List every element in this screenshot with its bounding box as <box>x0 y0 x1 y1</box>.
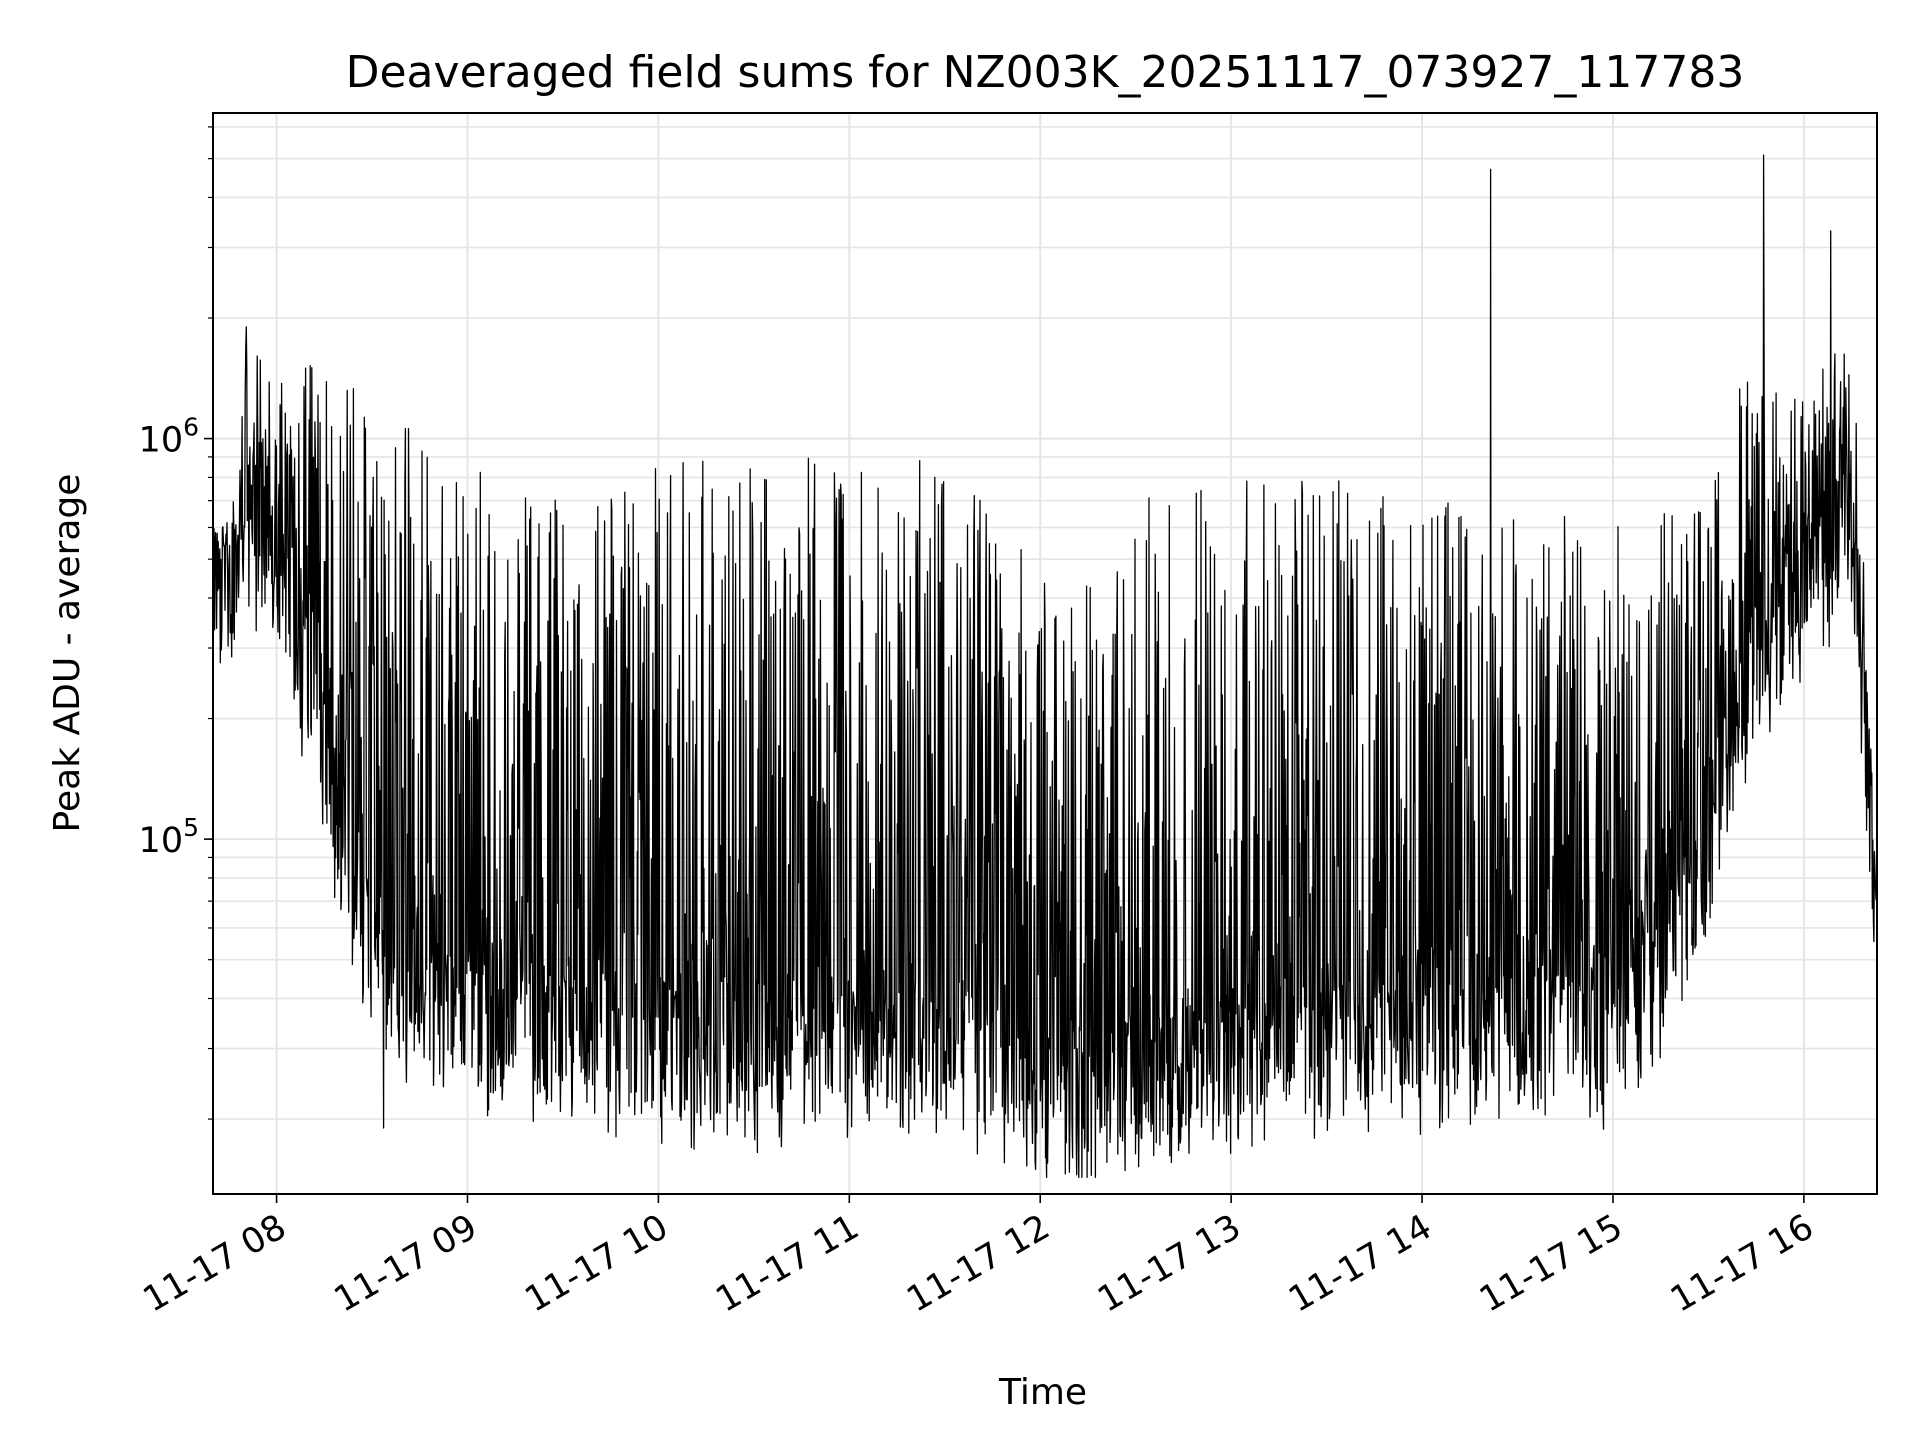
y-tick-label-base: 10 <box>139 821 184 861</box>
y-tick-label: 105 <box>139 813 199 861</box>
y-axis-label: Peak ADU - average <box>47 474 88 833</box>
plot-frame <box>212 112 1878 1195</box>
x-axis-label: Time <box>998 1372 1087 1413</box>
series-line <box>212 154 1878 1179</box>
y-tick-label: 106 <box>139 413 199 461</box>
data-series <box>212 154 1878 1179</box>
y-tick-label-exponent: 6 <box>183 413 199 442</box>
chart-title: Deaveraged field sums for NZ003K_2025111… <box>346 47 1745 98</box>
y-tick-label-exponent: 5 <box>183 813 199 842</box>
y-tick-label-base: 10 <box>139 421 184 461</box>
